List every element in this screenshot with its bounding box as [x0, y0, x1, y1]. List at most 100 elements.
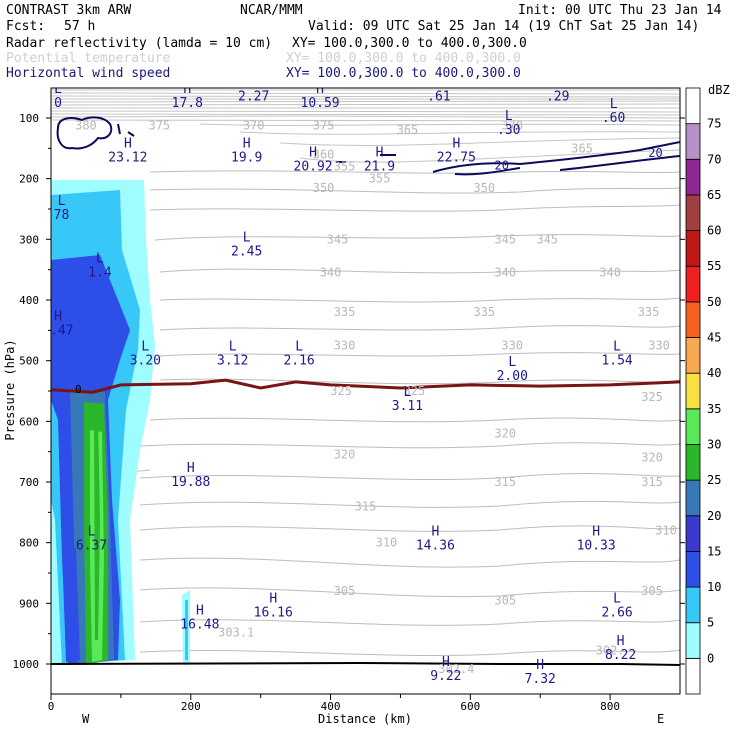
theta-label: 305	[494, 593, 516, 607]
valid-time: Valid: 09 UTC Sat 25 Jan 14 (19 ChT Sat …	[308, 19, 699, 34]
colorbar-segment	[685, 551, 701, 588]
field-2-xy: XY= 100.0,300.0 to 400.0,300.0	[286, 51, 521, 66]
high-marker: H	[442, 655, 450, 670]
extremum-value: 3.12	[217, 354, 248, 369]
y-axis-label: Pressure (hPa)	[3, 339, 17, 440]
y-tick-label: 200	[19, 173, 39, 186]
high-marker: H	[431, 525, 439, 540]
y-tick-label: 300	[19, 233, 39, 246]
colorbar-label: 55	[707, 259, 721, 273]
theta-label: 330	[648, 339, 670, 353]
extremum-value: 9.22	[430, 669, 461, 684]
y-tick-label: 900	[19, 597, 39, 610]
extremum-value: 1.4	[88, 266, 112, 281]
field-3-name: Horizontal wind speed	[6, 66, 170, 81]
colorbar-segment	[685, 123, 701, 160]
x-tick-label: 200	[181, 700, 201, 713]
colorbar-segment	[685, 372, 701, 410]
extremum-value: 2.27	[238, 90, 269, 105]
theta-label: 315	[355, 499, 377, 513]
theta-label: 320	[494, 426, 516, 440]
extremum-value: 21.9	[364, 159, 395, 174]
extremum-value: 6.47	[42, 323, 73, 338]
y-tick-label: 700	[19, 476, 39, 489]
extremum-value: .29	[546, 90, 569, 105]
low-marker: L	[88, 525, 96, 540]
low-marker: L	[243, 230, 251, 245]
colorbar-label: 30	[707, 437, 721, 451]
theta-label: 310	[655, 524, 677, 538]
theta-label: 370	[243, 118, 265, 132]
extremum-value: 20.92	[294, 159, 333, 174]
extremum-value: 1.54	[601, 354, 632, 369]
low-marker: L	[435, 76, 443, 91]
colorbar-unit: dBZ	[708, 83, 730, 97]
low-marker: L	[141, 340, 149, 355]
colorbar-label: 10	[707, 580, 721, 594]
colorbar: 0 5 10 15 20 25 30 35 40 45 50 55 60 65 70 75	[685, 87, 721, 695]
theta-label: 335	[334, 305, 356, 319]
colorbar-label: 0	[707, 651, 714, 665]
wind-contour-label: 20	[648, 146, 662, 160]
extremum-value: 78	[54, 208, 70, 223]
high-marker: H	[54, 309, 62, 324]
x-tick-label: 800	[600, 700, 620, 713]
x-tick-label: 600	[460, 700, 480, 713]
colorbar-label: 75	[707, 117, 721, 131]
extremum-value: 10.33	[577, 539, 616, 554]
low-marker: L	[295, 340, 303, 355]
colorbar-label: 40	[707, 366, 721, 380]
high-marker: H	[376, 145, 384, 160]
theta-label: 305	[334, 584, 356, 598]
extremum-value: .61	[427, 90, 450, 105]
theta-label: 355	[334, 160, 356, 174]
extrema-labels: L0H17.8L2.27H10.59L.61L.29L.30L.60H23.12…	[42, 76, 636, 687]
theta-label: 330	[334, 339, 356, 353]
field-1-name: Radar reflectivity (lamda = 10 cm)	[6, 36, 272, 51]
high-marker: H	[124, 136, 132, 151]
east-label: E	[657, 712, 664, 726]
high-marker: H	[269, 591, 277, 606]
theta-label: 303.1	[218, 625, 254, 639]
colorbar-label: 60	[707, 224, 721, 238]
extremum-value: 8.22	[605, 648, 636, 663]
theta-label: 340	[494, 266, 516, 280]
high-marker: H	[183, 82, 191, 97]
extremum-value: 22.75	[437, 150, 476, 165]
center-name: NCAR/MMM	[240, 3, 303, 18]
theta-label: 335	[638, 305, 660, 319]
colorbar-segment	[685, 657, 701, 695]
extremum-value: 2.16	[283, 354, 314, 369]
colorbar-segment	[685, 337, 701, 374]
low-marker: L	[610, 97, 618, 112]
reflectivity-shading	[51, 180, 190, 665]
theta-label: 365	[397, 123, 419, 137]
field-2-name: Potential temperature	[6, 51, 171, 66]
extremum-value: 14.36	[416, 539, 455, 554]
theta-label: 375	[148, 118, 170, 132]
x-axis: 0 200 400 600 800	[48, 694, 620, 713]
high-marker: H	[309, 145, 317, 160]
y-tick-label: 400	[19, 294, 39, 307]
low-marker: L	[96, 252, 104, 267]
colorbar-segment	[685, 515, 701, 552]
field-1-xy: XY= 100.0,300.0 to 400.0,300.0	[292, 36, 527, 51]
extremum-value: 16.16	[254, 605, 293, 620]
extremum-value: 6.37	[76, 539, 107, 554]
y-tick-label: 1000	[13, 658, 40, 671]
extremum-value: 2.66	[601, 605, 632, 620]
theta-label: 302.	[596, 644, 625, 658]
low-marker: L	[54, 82, 62, 97]
colorbar-label: 5	[707, 616, 714, 630]
high-marker: H	[617, 634, 625, 649]
colorbar-segment	[685, 444, 701, 481]
x-axis-label: Distance (km)	[318, 712, 412, 726]
extremum-value: 16.48	[180, 618, 219, 633]
extremum-value: 17.8	[172, 96, 203, 111]
theta-label: 315	[494, 475, 516, 489]
theta-label: 330	[501, 339, 523, 353]
ground-line	[51, 661, 680, 666]
